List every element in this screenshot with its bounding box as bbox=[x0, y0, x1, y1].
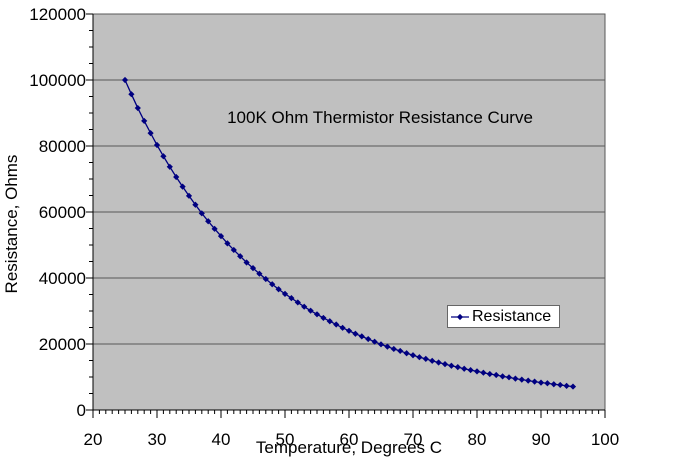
series-marker-diamond bbox=[185, 192, 193, 199]
series-marker-diamond bbox=[281, 290, 289, 297]
series-marker-diamond bbox=[294, 299, 301, 306]
x-tick-label: 80 bbox=[468, 430, 487, 449]
chart-title: 100K Ohm Thermistor Resistance Curve bbox=[227, 108, 533, 127]
series-marker-diamond bbox=[505, 374, 513, 381]
series-marker-diamond bbox=[256, 270, 263, 277]
legend-label: Resistance bbox=[472, 307, 552, 325]
y-tick-label: 40000 bbox=[39, 269, 86, 288]
series-marker-diamond bbox=[525, 377, 532, 384]
series-marker-diamond bbox=[262, 275, 269, 283]
series-marker-diamond bbox=[467, 366, 474, 374]
series-marker-diamond bbox=[224, 240, 231, 247]
series-marker-diamond bbox=[493, 371, 500, 379]
series-marker-diamond bbox=[377, 341, 385, 348]
y-tick-label: 120000 bbox=[29, 5, 86, 24]
series-marker-diamond bbox=[141, 117, 148, 125]
series-marker-diamond bbox=[512, 375, 519, 382]
series-marker-diamond bbox=[339, 324, 346, 331]
series-marker-diamond bbox=[243, 259, 250, 266]
series-marker-diamond bbox=[326, 318, 333, 325]
series-marker-diamond bbox=[352, 330, 359, 337]
series-marker-diamond bbox=[179, 183, 186, 190]
series-marker-diamond bbox=[192, 201, 199, 208]
series-marker-diamond bbox=[173, 173, 180, 181]
series-marker-diamond bbox=[429, 357, 436, 364]
series-marker-diamond bbox=[550, 381, 557, 388]
y-tick-label: 80000 bbox=[39, 137, 86, 156]
series-marker-diamond bbox=[288, 295, 295, 302]
series-marker-diamond bbox=[121, 76, 129, 84]
series-marker-diamond bbox=[269, 281, 276, 288]
series-marker-diamond bbox=[160, 153, 167, 160]
series-marker-diamond bbox=[435, 359, 442, 366]
series-marker-diamond bbox=[563, 382, 570, 390]
x-tick-label: 100 bbox=[591, 430, 619, 449]
series-marker-diamond bbox=[409, 352, 417, 359]
series-marker-diamond bbox=[531, 378, 538, 385]
series-marker-diamond bbox=[320, 314, 327, 322]
series-marker-diamond bbox=[345, 327, 353, 334]
series-marker-diamond bbox=[518, 376, 525, 383]
series-marker-diamond bbox=[211, 225, 218, 232]
series-marker-diamond bbox=[128, 91, 135, 98]
series-marker-diamond bbox=[480, 369, 487, 376]
y-tick-label: 0 bbox=[77, 401, 86, 420]
x-axis-title: Temperature, Degrees C bbox=[255, 438, 443, 457]
series-marker-diamond bbox=[557, 381, 564, 389]
series-marker-diamond bbox=[569, 383, 577, 390]
series-marker-diamond bbox=[422, 355, 429, 362]
series-marker-diamond bbox=[147, 130, 154, 137]
y-axis-title: Resistance, Ohms bbox=[2, 154, 21, 294]
x-tick-label: 70 bbox=[404, 430, 423, 449]
legend-line-marker-icon bbox=[451, 313, 469, 320]
series-marker-diamond bbox=[358, 333, 365, 340]
x-tick-label: 30 bbox=[148, 430, 167, 449]
series-marker-diamond bbox=[217, 232, 225, 240]
x-tick-label: 50 bbox=[276, 430, 295, 449]
series-marker-diamond bbox=[275, 286, 282, 293]
series-marker-diamond bbox=[371, 338, 378, 345]
series-marker-diamond bbox=[384, 343, 391, 350]
series-marker-diamond bbox=[313, 311, 321, 318]
series-marker-diamond bbox=[397, 347, 404, 355]
series-marker-diamond bbox=[499, 373, 506, 380]
series-marker-diamond bbox=[166, 163, 173, 170]
series-marker-diamond bbox=[205, 218, 212, 225]
series-marker-diamond bbox=[441, 361, 449, 368]
series-marker-diamond bbox=[454, 364, 461, 371]
series-marker-diamond bbox=[249, 265, 257, 272]
series-marker-diamond bbox=[448, 362, 455, 369]
y-tick-label: 100000 bbox=[29, 71, 86, 90]
series-marker-diamond bbox=[537, 379, 545, 386]
series-marker-diamond bbox=[153, 141, 161, 149]
series-marker-diamond bbox=[365, 335, 372, 343]
series-marker-diamond bbox=[403, 350, 410, 357]
series-marker-diamond bbox=[333, 321, 340, 328]
series-marker-diamond bbox=[307, 307, 314, 314]
x-tick-label: 20 bbox=[84, 430, 103, 449]
y-tick-label: 60000 bbox=[39, 203, 86, 222]
series-marker-diamond bbox=[237, 253, 244, 260]
series-marker-diamond bbox=[461, 365, 468, 372]
series-marker-diamond bbox=[416, 354, 423, 361]
series-marker-diamond bbox=[230, 246, 237, 254]
series-marker-diamond bbox=[486, 370, 493, 378]
x-tick-label: 40 bbox=[212, 430, 231, 449]
legend: Resistance bbox=[447, 305, 560, 328]
series-marker-diamond bbox=[134, 104, 141, 112]
x-tick-label: 60 bbox=[340, 430, 359, 449]
series-marker-diamond bbox=[198, 210, 205, 217]
series-marker-diamond bbox=[390, 345, 397, 353]
x-tick-label: 90 bbox=[532, 430, 551, 449]
series-marker-diamond bbox=[473, 368, 481, 375]
series-marker-diamond bbox=[544, 380, 551, 387]
y-tick-label: 20000 bbox=[39, 335, 86, 354]
series-marker-diamond bbox=[301, 303, 308, 310]
